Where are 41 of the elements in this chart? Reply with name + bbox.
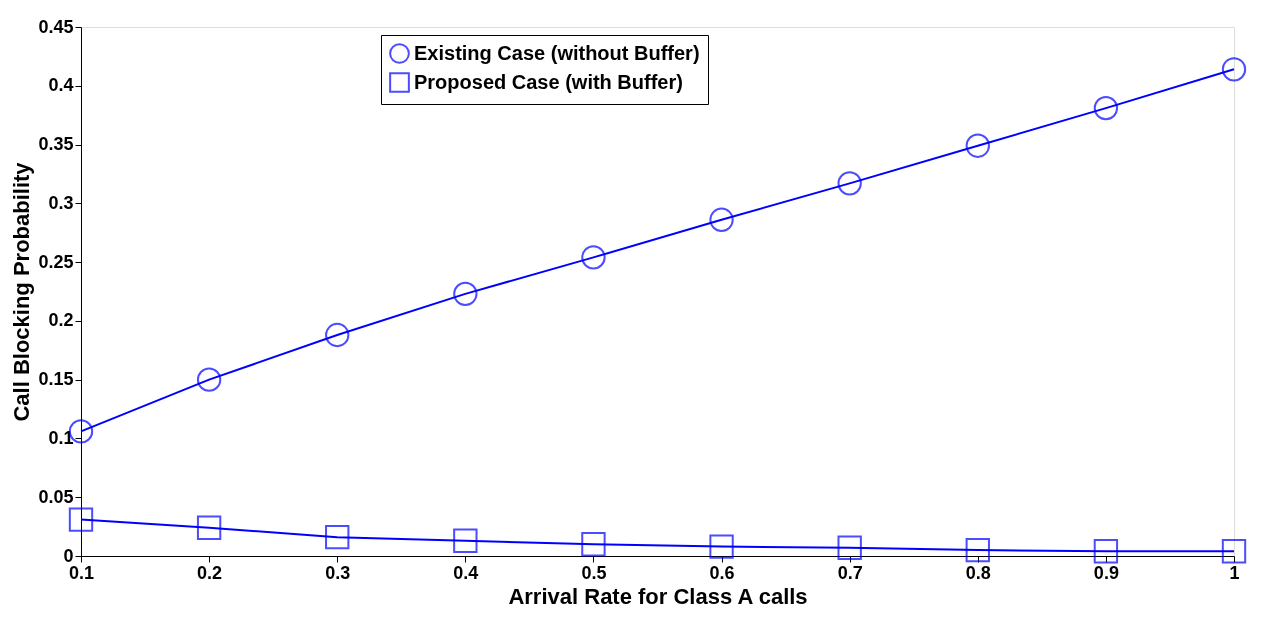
- point: [837, 171, 862, 196]
- y-tick-label: 0.2: [48, 310, 74, 331]
- point: [1221, 57, 1247, 82]
- y-tick-label: 0.35: [38, 134, 74, 155]
- y-tick-label: 0.05: [38, 486, 74, 507]
- point: [709, 207, 734, 232]
- point: [965, 537, 990, 563]
- y-axis-title: Call Blocking Probability: [9, 161, 35, 422]
- point: [837, 535, 862, 560]
- x-tick-label: 0.6: [709, 562, 735, 583]
- x-tick-label: 0.8: [965, 562, 991, 583]
- y-tick-label: 0.45: [38, 16, 74, 37]
- x-tick-label: 0.7: [837, 562, 863, 583]
- y-tick-label: 0.4: [48, 75, 74, 96]
- point: [1093, 95, 1119, 121]
- x-tick-label: 0.3: [325, 562, 351, 583]
- point: [453, 281, 478, 307]
- y-tick-label: 0.25: [38, 251, 74, 272]
- x-tick-label: 0.2: [197, 562, 223, 583]
- point: [709, 534, 734, 559]
- x-tick-label: 0.9: [1093, 562, 1119, 583]
- point: [325, 322, 350, 348]
- point: [581, 532, 606, 557]
- point: [1221, 539, 1247, 564]
- x-tick-label: 0.5: [581, 562, 607, 583]
- point: [325, 525, 350, 550]
- x-axis-title: Arrival Rate for Class A calls: [508, 583, 808, 609]
- x-tick-label: 0.4: [453, 562, 479, 583]
- point: [965, 133, 990, 158]
- point: [196, 367, 222, 392]
- point: [453, 528, 478, 553]
- legend-label: Proposed Case (with Buffer): [414, 70, 683, 93]
- y-tick-label: 0.1: [48, 427, 74, 448]
- x-tick-label: 1: [1229, 562, 1240, 583]
- y-tick-label: 0.15: [38, 369, 74, 390]
- legend-label: Existing Case (without Buffer): [414, 41, 700, 64]
- point: [68, 507, 94, 532]
- point: [1093, 539, 1119, 564]
- y-tick-label: 0.3: [48, 192, 74, 213]
- point: [196, 515, 222, 540]
- point: [581, 245, 606, 270]
